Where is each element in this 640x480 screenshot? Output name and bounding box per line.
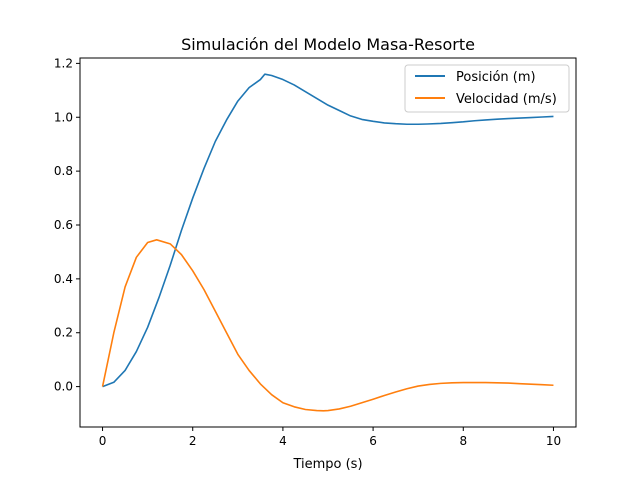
y-tick-label: 1.2 — [54, 56, 73, 70]
x-tick-label: 0 — [99, 434, 107, 448]
y-tick-label: 0.8 — [54, 164, 73, 178]
x-axis-label: Tiempo (s) — [292, 457, 362, 472]
legend: Posición (m) Velocidad (m/s) — [404, 64, 570, 113]
chart-title: Simulación del Modelo Masa-Resorte — [181, 35, 475, 54]
plot-frame — [79, 57, 577, 428]
legend-box — [404, 64, 570, 113]
series-line-velocity — [101, 239, 554, 412]
y-tick-label: 1.0 — [54, 110, 73, 124]
x-axis: 0 2 4 6 8 10 — [99, 427, 561, 448]
y-tick-label: 0.2 — [54, 326, 73, 340]
y-tick-label: 0.0 — [54, 380, 73, 394]
plot-lines — [101, 73, 554, 412]
x-tick-label: 2 — [189, 434, 197, 448]
y-tick-label: 0.6 — [54, 218, 73, 232]
x-tick-label: 8 — [459, 434, 467, 448]
legend-label-position: Posición (m) — [456, 70, 536, 85]
legend-label-velocity: Velocidad (m/s) — [456, 92, 557, 107]
x-tick-label: 4 — [279, 434, 287, 448]
y-tick-label: 0.4 — [54, 272, 73, 286]
x-tick-label: 6 — [369, 434, 377, 448]
y-axis: 0.0 0.2 0.4 0.6 0.8 1.0 1.2 — [54, 56, 80, 394]
series-line-position — [102, 73, 554, 388]
x-tick-label: 10 — [546, 434, 561, 448]
